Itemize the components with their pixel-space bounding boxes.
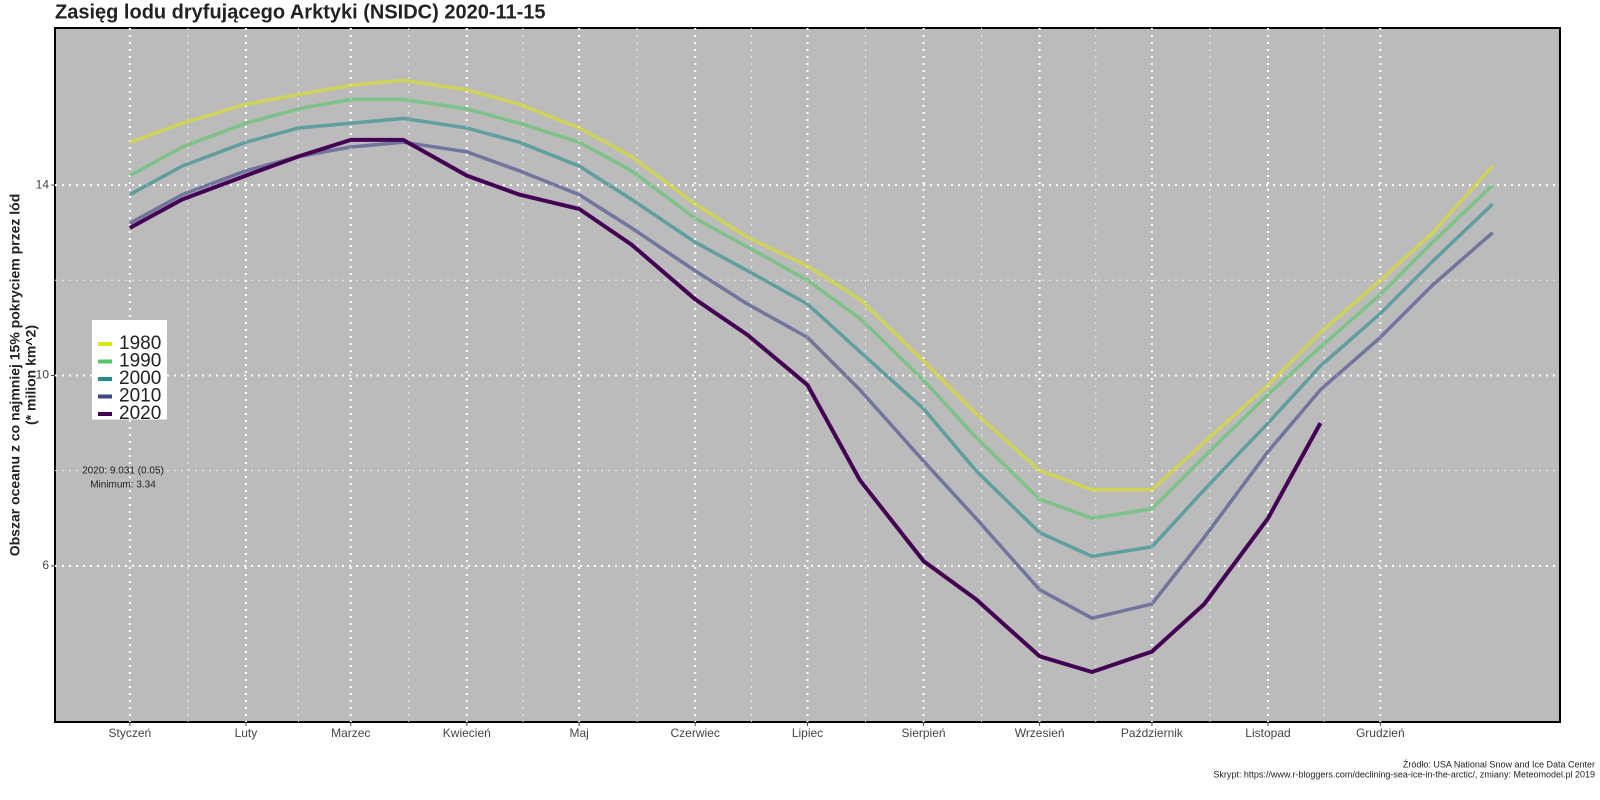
source: Źródło: USA National Snow and Ice Data C… <box>1403 759 1595 769</box>
x-tick-label: Lipiec <box>792 726 823 740</box>
series-line <box>129 116 1494 559</box>
y-tick-label: 6 <box>42 558 49 572</box>
chart-title: Zasięg lodu dryfującego Arktyki (NSIDC) … <box>55 1 546 23</box>
x-tick-label: Grudzień <box>1356 726 1405 740</box>
y-axis-label: Obszar oceanu z co najmniej 15% pokrycie… <box>7 194 23 557</box>
legend-label: 1990 <box>119 351 161 372</box>
annotation: Minimum: 3.34 <box>90 480 156 491</box>
source: Skrypt: https://www.r-bloggers.com/decli… <box>1213 769 1595 779</box>
x-tick-label: Styczeń <box>109 726 152 740</box>
x-tick-label: Listopad <box>1245 726 1290 740</box>
x-tick-label: Luty <box>235 726 258 740</box>
x-tick-label: Październik <box>1121 726 1184 740</box>
series-line <box>129 97 1494 521</box>
x-tick-label: Wrzesień <box>1015 726 1065 740</box>
y-axis-label: (* milion km^2) <box>23 325 39 425</box>
annotation: 2020: 9.031 (0.05) <box>82 466 164 477</box>
x-tick-label: Czerwiec <box>671 726 720 740</box>
x-tick-label: Maj <box>569 726 588 740</box>
legend-box <box>92 320 167 420</box>
series-line <box>128 137 1323 674</box>
x-tick-label: Sierpień <box>902 726 946 740</box>
series-line <box>129 78 1494 492</box>
x-tick-label: Marzec <box>331 726 370 740</box>
legend-label: 1980 <box>119 333 161 354</box>
legend-label: 2000 <box>119 368 161 389</box>
y-tick-label: 14 <box>36 177 50 191</box>
series-line <box>129 140 1494 620</box>
legend-label: 2020 <box>119 403 161 424</box>
x-tick-label: Kwiecień <box>443 726 491 740</box>
legend-label: 2010 <box>119 386 161 407</box>
y-tick-label: 10 <box>36 368 50 382</box>
